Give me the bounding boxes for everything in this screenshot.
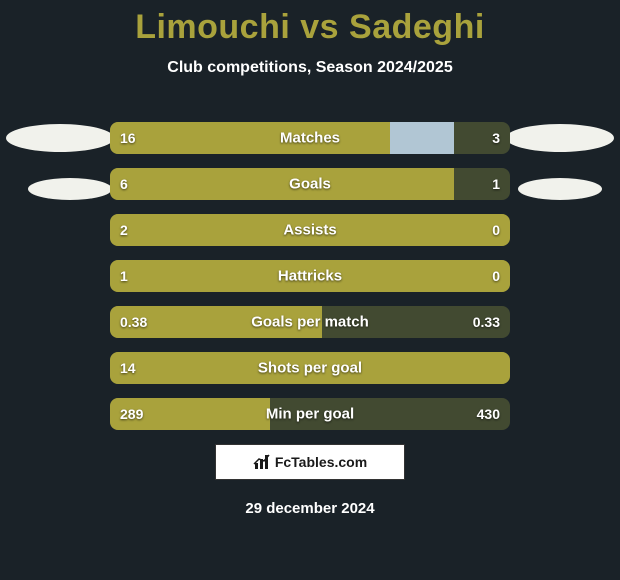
watermark-text: FcTables.com [275, 454, 367, 470]
stat-label: Shots per goal [110, 360, 510, 377]
player-right-name: Sadeghi [349, 8, 485, 46]
stat-right-value: 0.33 [473, 314, 500, 330]
stat-label: Min per goal [110, 406, 510, 423]
stat-row: Goals6 1 [110, 168, 510, 200]
stat-bars: Matches163Goals61Assists20Hattricks10Goa… [110, 122, 510, 444]
stat-label: Hattricks [110, 268, 510, 285]
stat-label: Goals per match [110, 314, 510, 331]
stat-label: Assists [110, 222, 510, 239]
stat-left-value: 16 [120, 130, 136, 146]
stat-left-value: 2 [120, 222, 128, 238]
stat-row: Matches16 3 [110, 122, 510, 154]
player-right-badge [506, 124, 614, 152]
chart-icon [253, 453, 271, 471]
stat-right-value: 1 [492, 176, 500, 192]
comparison-card: Limouchi vs Sadeghi Club competitions, S… [0, 0, 620, 580]
stat-right-value: 0 [492, 222, 500, 238]
watermark: FcTables.com [215, 444, 405, 480]
page-title: Limouchi vs Sadeghi [0, 0, 620, 47]
player-left-badge [6, 124, 114, 152]
stat-left-value: 14 [120, 360, 136, 376]
player-left-badge-small [28, 178, 112, 200]
stat-left-value: 289 [120, 406, 143, 422]
stat-label: Goals [110, 176, 510, 193]
subtitle: Club competitions, Season 2024/2025 [0, 59, 620, 77]
stat-right-value: 430 [477, 406, 500, 422]
player-right-badge-small [518, 178, 602, 200]
stat-label: Matches [110, 130, 510, 147]
stat-row: Min per goal289 430 [110, 398, 510, 430]
stat-left-value: 6 [120, 176, 128, 192]
stat-row: Assists2 0 [110, 214, 510, 246]
stat-row: Shots per goal14 [110, 352, 510, 384]
stat-left-value: 0.38 [120, 314, 147, 330]
stat-right-value: 3 [492, 130, 500, 146]
stat-right-value: 0 [492, 268, 500, 284]
stat-row: Goals per match0.38 0.33 [110, 306, 510, 338]
player-left-name: Limouchi [135, 8, 290, 46]
stat-left-value: 1 [120, 268, 128, 284]
stat-row: Hattricks1 0 [110, 260, 510, 292]
date-label: 29 december 2024 [0, 500, 620, 517]
vs-separator: vs [290, 8, 349, 46]
